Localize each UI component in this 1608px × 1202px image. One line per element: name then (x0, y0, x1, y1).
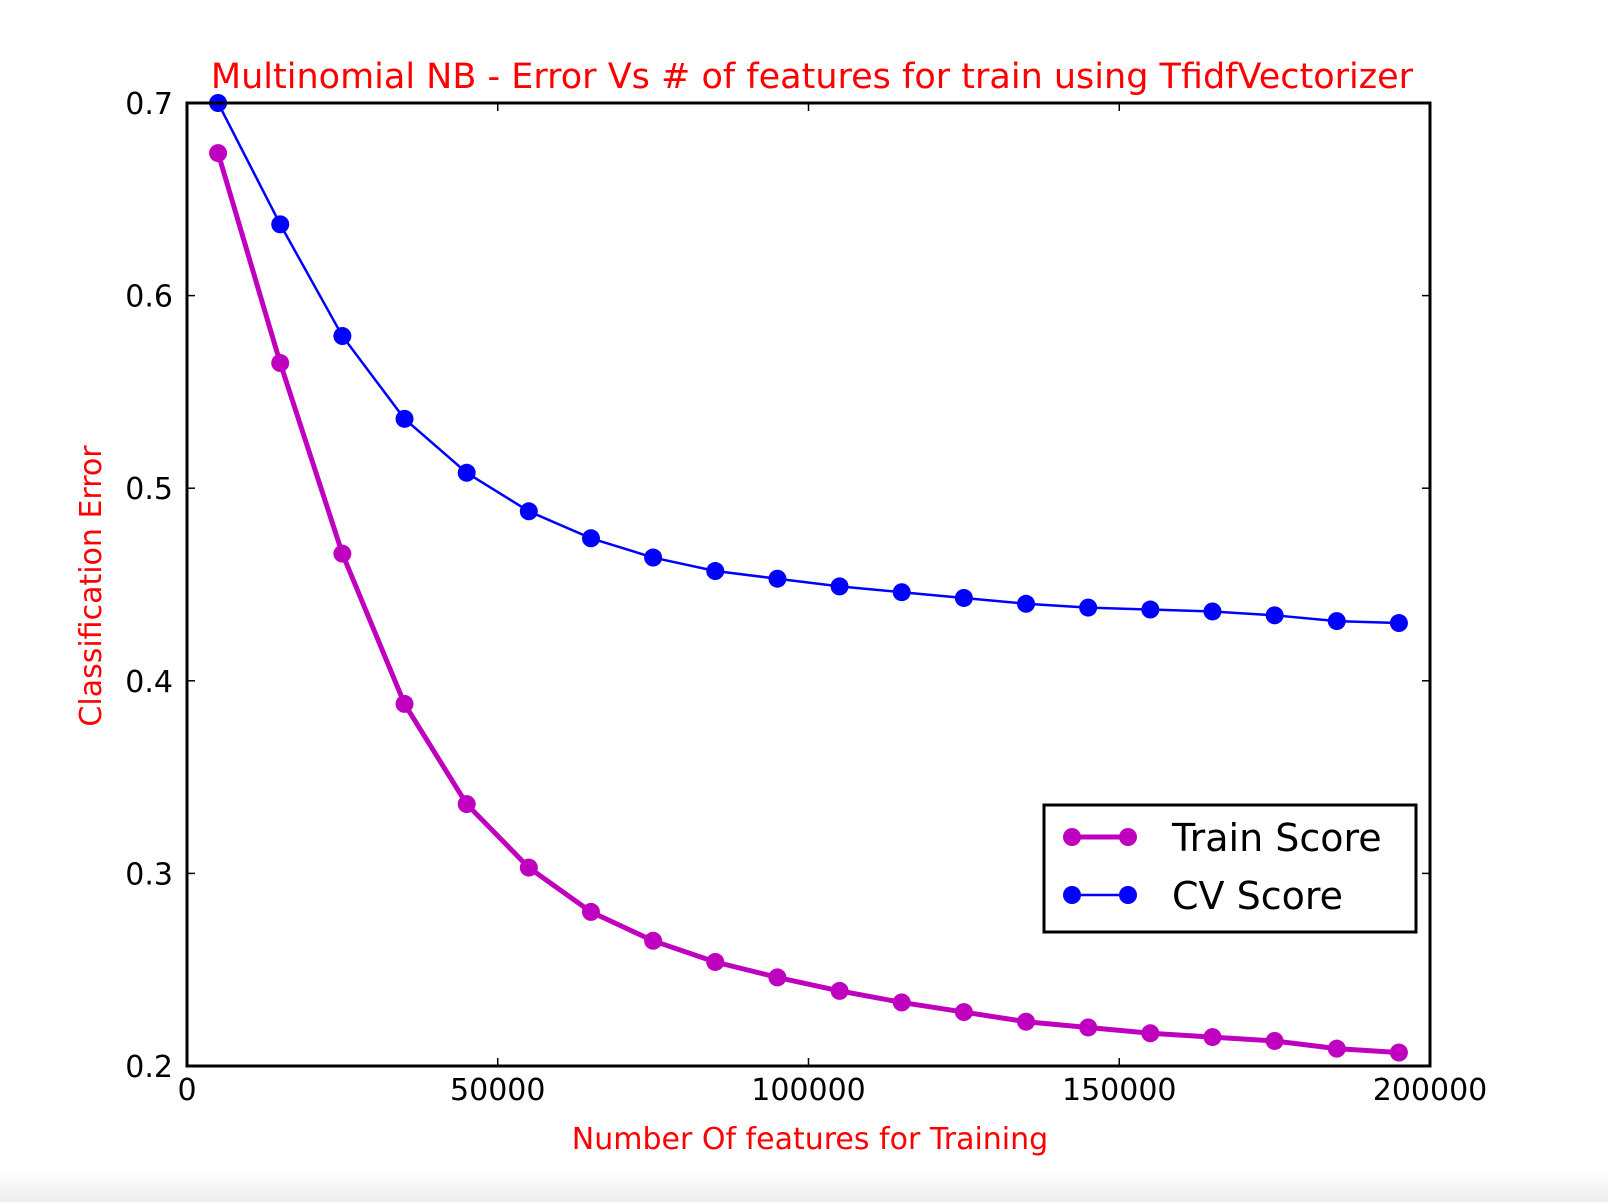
window-bottom-edge (0, 1168, 1608, 1202)
cv-score-point (519, 502, 538, 521)
cv-score-point (830, 577, 849, 596)
cv-score-point (1141, 600, 1160, 619)
cv-score-point (457, 463, 476, 482)
x-tick-label: 0 (177, 1073, 196, 1108)
cv-score-point (644, 548, 663, 567)
y-tick-label: 0.2 (125, 1050, 173, 1085)
train-score-point (706, 952, 725, 971)
train-score-point (768, 968, 787, 987)
x-tick-label: 200000 (1373, 1073, 1488, 1108)
train-score-point (830, 981, 849, 1000)
cv-score-point (892, 583, 911, 602)
cv-score-legend-label: CV Score (1172, 874, 1343, 918)
train-score-point (271, 354, 290, 373)
cv-score-point (1203, 602, 1222, 621)
y-tick-label: 0.3 (125, 857, 173, 892)
y-tick-label: 0.4 (125, 665, 173, 700)
train-score-point (892, 993, 911, 1012)
train-score-point (581, 902, 600, 921)
train-score-point (457, 795, 476, 814)
train-score-point (1017, 1012, 1036, 1031)
train-score-line (215, 152, 1400, 1056)
cv-score-point (706, 562, 725, 581)
cv-score-point (1265, 606, 1284, 625)
legend-box (1042, 803, 1418, 934)
cv-score-point (581, 529, 600, 548)
x-axis-label: Number Of features for Training (572, 1122, 1048, 1157)
train-score-point (333, 544, 352, 563)
axes-frame (185, 101, 1432, 1068)
train-score-point (395, 694, 414, 713)
train-score-point (519, 858, 538, 877)
train-score-point (1141, 1024, 1160, 1043)
plot-area: 0 50000 100000 150000 200000 0.2 0.3 0.4 0.5 0.6 0… (125, 87, 1487, 1108)
cv-score-point (1389, 614, 1408, 633)
cv-score-point (1079, 598, 1098, 617)
train-score-point (1327, 1039, 1346, 1058)
train-score-legend-label: Train Score (1171, 816, 1382, 860)
cv-score-point (1017, 594, 1036, 613)
train-score-legend-marker (1119, 828, 1137, 846)
x-tick-label: 150000 (1062, 1073, 1177, 1108)
train-score-point (1079, 1018, 1098, 1037)
cv-score-point (271, 215, 290, 234)
cv-score-point (954, 588, 973, 607)
cv-score-point (333, 327, 352, 346)
x-tick-label: 50000 (450, 1073, 545, 1108)
cv-score-line (216, 102, 1399, 625)
train-score-point (1389, 1043, 1408, 1062)
train-score-legend-marker (1063, 828, 1081, 846)
y-tick-label: 0.6 (125, 280, 173, 315)
train-score-point (954, 1003, 973, 1022)
cv-score-point (1327, 612, 1346, 631)
cv-score-point (768, 569, 787, 588)
y-axis-label: Classification Error (74, 445, 109, 727)
train-score-point (644, 931, 663, 950)
train-score-point (1203, 1028, 1222, 1047)
y-tick-label: 0.7 (125, 87, 173, 122)
cv-score-legend-marker (1119, 886, 1137, 904)
cv-score-point (395, 409, 414, 428)
cv-score-legend-marker (1063, 886, 1081, 904)
x-tick-label: 100000 (751, 1073, 866, 1108)
chart-title: Multinomial NB - Error Vs # of features … (211, 57, 1414, 97)
train-score-point (209, 144, 228, 163)
legend: Train Score CV Score (1042, 803, 1418, 934)
y-tick-label: 0.5 (125, 472, 173, 507)
train-score-point (1265, 1031, 1284, 1050)
